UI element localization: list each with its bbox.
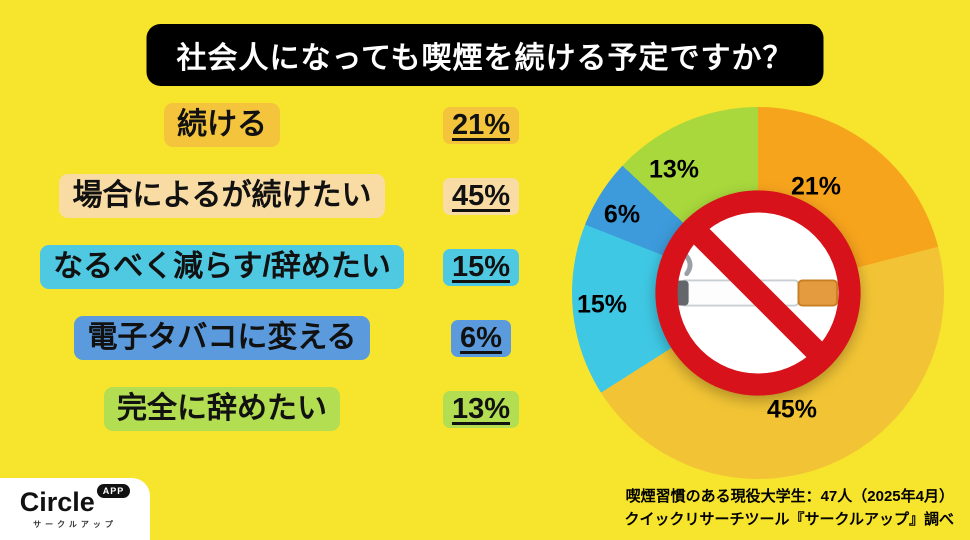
no-smoking-icon [655, 190, 861, 396]
logo-app-badge: APP [96, 483, 131, 498]
pie-slice-label: 15% [576, 290, 628, 319]
answer-value-col: 45% [436, 177, 526, 215]
answer-value-col: 21% [436, 106, 526, 144]
answer-label: 場合によるが続けたい [59, 174, 385, 218]
answer-value: 6% [451, 319, 511, 357]
answer-label: 続ける [164, 103, 280, 147]
answer-label-col: なるべく減らす/辞めたい [8, 245, 436, 289]
answer-label-col: 電子タバコに変える [8, 316, 436, 360]
answer-label-col: 続ける [8, 103, 436, 147]
list-item: 完全に辞めたい 13% [8, 386, 526, 432]
answer-value-col: 6% [436, 319, 526, 357]
answer-label: 電子タバコに変える [74, 316, 370, 360]
answer-value: 21% [442, 106, 520, 144]
pie-chart-area: 21% 45% 15% 6% 13% [572, 107, 944, 479]
source-line-1: 喫煙習慣のある現役大学生：47人（2025年4月） [625, 488, 954, 505]
answer-label: なるべく減らす/辞めたい [40, 245, 404, 289]
source-line-2: クイックリサーチツール『サークルアップ』調べ [624, 510, 954, 528]
list-item: 電子タバコに変える 6% [8, 315, 526, 361]
list-item: 続ける 21% [8, 102, 526, 148]
page-title: 社会人になっても喫煙を続ける予定ですか？ [146, 24, 824, 86]
pie-slice-label: 13% [648, 155, 700, 184]
list-item: なるべく減らす/辞めたい 15% [8, 244, 526, 290]
answer-label-col: 場合によるが続けたい [8, 174, 436, 218]
answer-value: 45% [442, 177, 520, 215]
pie-slice-label: 21% [790, 172, 842, 201]
answer-value-col: 13% [436, 390, 526, 428]
circle-app-logo: Circle APP サークルアップ [0, 478, 150, 540]
answer-value-col: 15% [436, 248, 526, 286]
logo-brand-row: Circle APP [19, 483, 131, 517]
answer-label-col: 完全に辞めたい [8, 387, 436, 431]
logo-subtitle: サークルアップ [33, 519, 117, 529]
answer-label: 完全に辞めたい [104, 387, 340, 431]
answer-value: 13% [442, 390, 520, 428]
answer-list: 続ける 21% 場合によるが続けたい 45% なるべく減らす/辞めたい 15% [8, 102, 526, 457]
logo-brand-text: Circle [19, 486, 95, 517]
list-item: 場合によるが続けたい 45% [8, 173, 526, 219]
answer-value: 15% [442, 248, 520, 286]
source-note: 喫煙習慣のある現役大学生：47人（2025年4月） クイックリサーチツール『サー… [624, 486, 954, 531]
pie-slice-label: 6% [603, 200, 641, 229]
pie-slice-label: 45% [766, 395, 818, 424]
